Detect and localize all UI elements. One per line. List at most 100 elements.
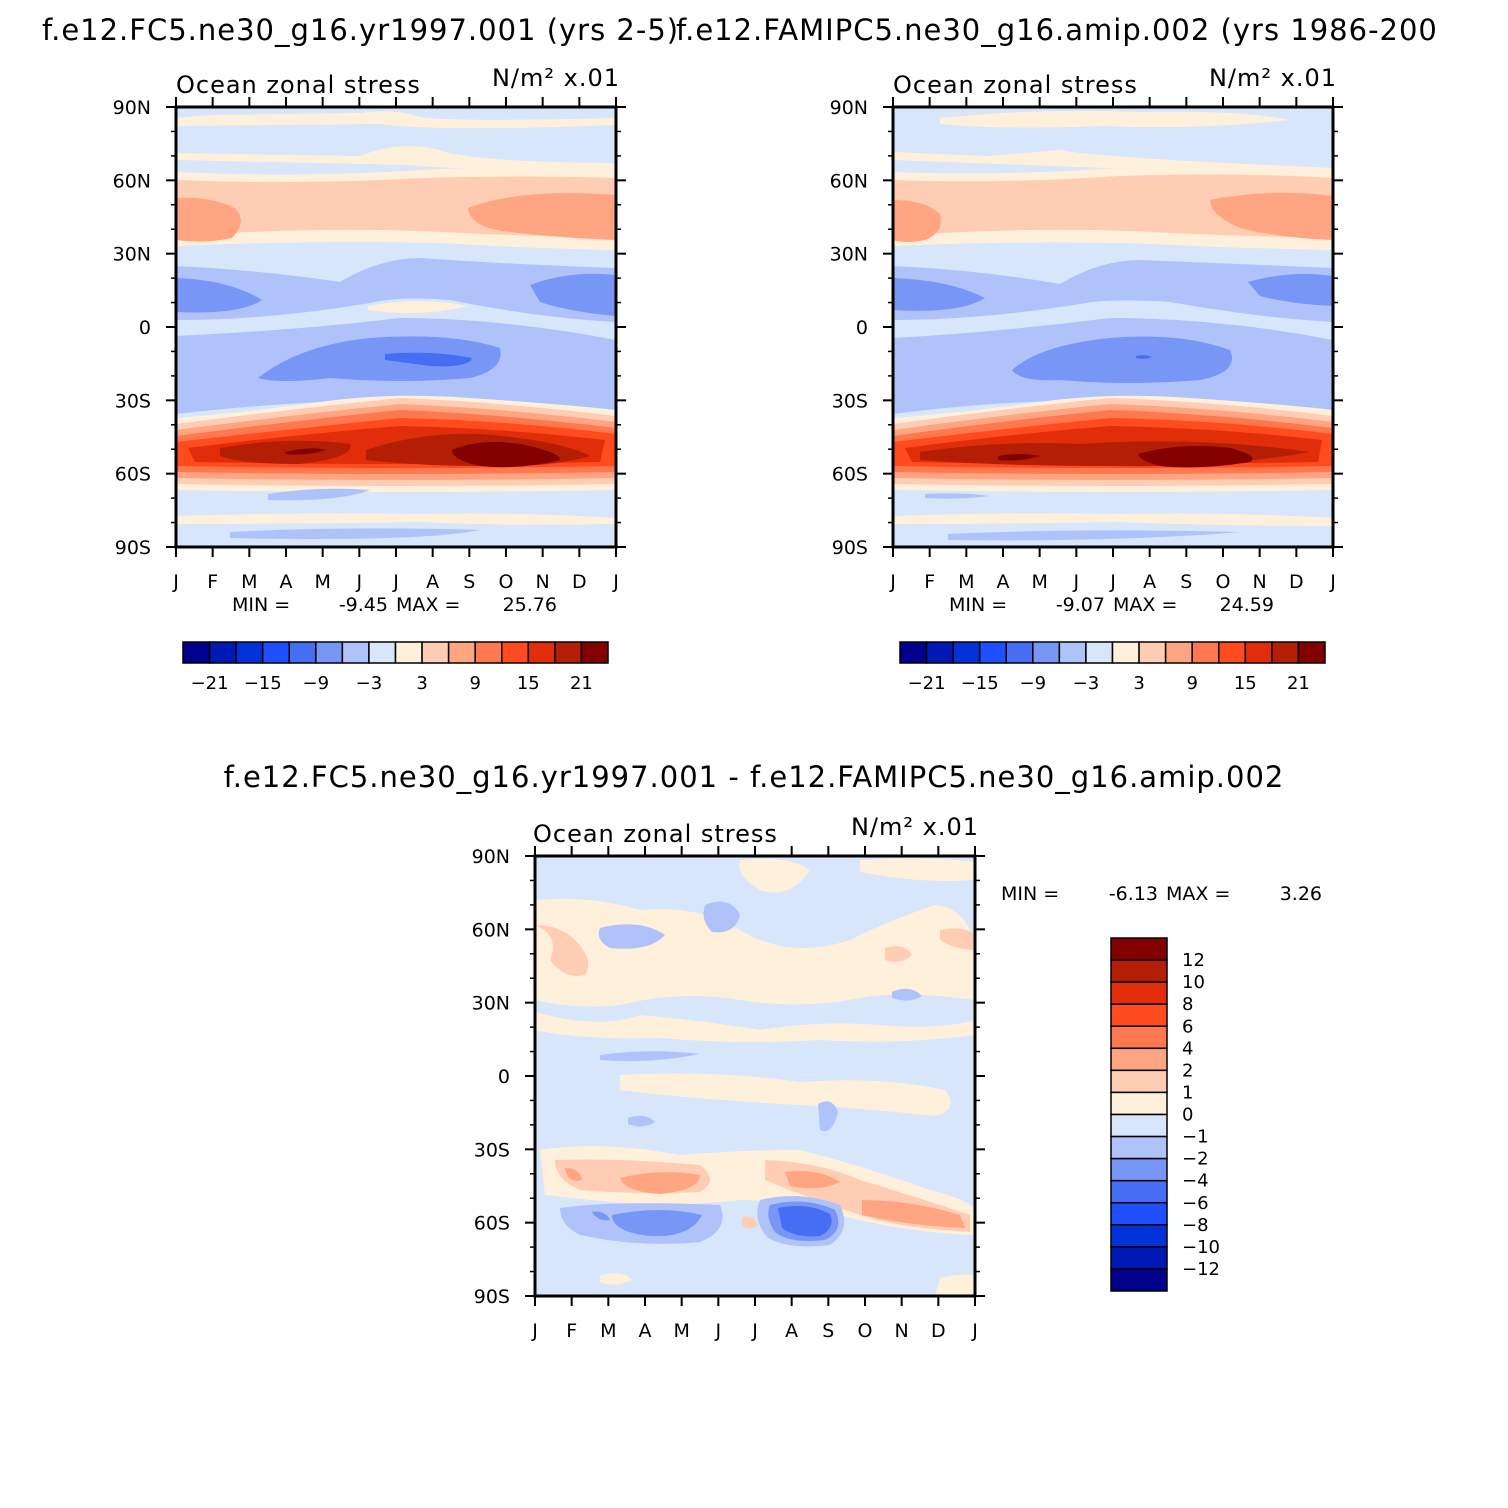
panel1-max-value: 25.76 [503,594,557,616]
panel1-colorbar-label: −9 [303,673,330,694]
panel2-fill-nh-westerlies-jan [893,200,941,242]
panel2-fill-sh-jet-core [1138,446,1253,468]
panel2-colorbar-label: −15 [961,673,999,694]
panel3-fill-sh-negative-band-west-2 [612,1210,702,1237]
panel3-colorbar-label: 6 [1182,1016,1193,1037]
panel-model-famip: f.e12.FAMIPC5.ne30_g16.amip.002 (yrs 198… [676,13,1438,694]
panel1-colorbar-label: 3 [416,673,427,694]
panel1-colorbar-swatch [527,641,556,664]
panel3-ytick-label: 60N [472,919,510,941]
panel1-fill-equatorial-positive [368,301,468,314]
panel3-xtick-label: S [822,1320,834,1342]
panel2-min-label: MIN = [949,594,1007,616]
panel1-colorbar-swatch [474,641,503,664]
panel3-fill-tropical-positive [620,1073,951,1116]
panel3-xtick-label: M [673,1320,689,1342]
panel3-variable-label: Ocean zonal stress [533,820,778,848]
panel3-fill-antarctic-positive [600,1273,632,1285]
panel1-colorbar: −21 −15 −9 −3 3 9 15 21 [182,641,609,694]
panel1-colorbar-swatch [447,641,476,664]
panel2-colorbar-swatch [1058,641,1087,664]
panel2-colorbar-swatch [1138,641,1167,664]
panel2-fill-nh-westerlies-1 [893,174,1333,238]
panel2-ytick-label: 60N [830,170,868,192]
panel3-colorbar-label: 8 [1182,994,1193,1015]
panel1-colorbar-swatch [341,641,370,664]
panel3-colorbar-swatch [1110,959,1168,983]
panel1-xtick-label: J [612,571,619,593]
panel2-xtick-label: J [889,571,896,593]
panel3-min-label: MIN = [1001,883,1059,905]
panel3-xtick-label: N [895,1320,909,1342]
panel3-colorbar-label: 2 [1182,1060,1193,1081]
panel2-xtick-label: F [924,571,935,593]
panel2-colorbar-label: 15 [1234,673,1257,694]
panel2-colorbar-swatch [1218,641,1247,664]
panel3-fill-nh-positive-1c [940,928,975,950]
panel3-fill-nh-positive-1b [885,946,912,963]
panel3-xtick-label: J [971,1320,978,1342]
panel2-ytick-label: 30S [832,390,868,412]
panel3-fill-nh-negative-c [892,988,922,1001]
panel3-fill-antarctic-positive-b [935,1274,975,1296]
panel1-fill-sh-trades-1 [258,336,501,381]
panel3-colorbar-swatch [1110,981,1168,1005]
panel2-xtick-label: A [997,571,1010,593]
panel3-colorbar-label: −6 [1182,1193,1209,1214]
panel3-fill-sh-positive-2a [620,1172,700,1194]
panel1-colorbar-swatch [288,641,317,664]
panel3-colorbar-swatch [1110,1025,1168,1050]
panel1-colorbar-swatch [261,641,290,664]
panel1-xtick-label: M [241,571,257,593]
panel3-fill-sh-positive-2d [565,1168,582,1181]
panel3-colorbar-swatch [1110,937,1168,961]
panel2-colorbar-swatch [1085,641,1114,664]
panel2-colorbar: −21 −15 −9 −3 3 9 15 21 [899,641,1326,694]
panel3-fill-sh-positive-2c [862,1200,965,1228]
panel3-fill-nh-negative-a [598,924,665,949]
panel1-ytick-label: 90N [113,97,151,119]
panel3-colorbar-label: 12 [1182,950,1205,971]
panel3-xtick-label: D [931,1320,946,1342]
panel2-fill-arctic-band [940,110,1290,128]
panel1-colorbar-swatch [421,641,450,664]
panel1-ytick-label: 60N [113,170,151,192]
panel3-fill-sh-positive-jul [742,1216,758,1229]
panel2-colorbar-swatch [925,641,954,664]
panel3-colorbar-label: −2 [1182,1149,1209,1170]
panel-model-fc5: f.e12.FC5.ne30_g16.yr1997.001 (yrs 2-5) … [42,13,679,694]
panel1-max-label: MAX = [396,594,460,616]
panel3-colorbar-label: −4 [1182,1171,1209,1192]
panel1-xtick-label: A [280,571,293,593]
panel2-ytick-label: 60S [832,464,868,486]
panel1-fill-sh-jet-core-b [285,448,326,455]
panel1-colorbar-swatch [315,641,344,664]
panel3-colorbar-swatch [1110,1091,1168,1116]
panel3-xtick-label: J [531,1320,538,1342]
panel3-colorbar-swatch [1110,1224,1168,1248]
panel3-fill-sh-negative-a [628,1115,655,1127]
panel1-xtick-label: A [426,571,439,593]
panel2-xtick-label: D [1289,571,1304,593]
panel2-fill-nh-trades-0 [893,260,1333,322]
panel3-ytick-label: 30N [472,993,510,1015]
panel2-max-label: MAX = [1113,594,1177,616]
panel3-colorbar-swatch [1110,1069,1168,1094]
panel1-fill-nh-trades-0 [176,258,616,322]
panel1-title: f.e12.FC5.ne30_g16.yr1997.001 (yrs 2-5) [42,13,679,47]
panel3-fill-arctic-positive-a [739,858,810,893]
panel1-ytick-label: 90S [115,537,151,559]
panel2-colorbar-label: −21 [908,673,946,694]
panel1-colorbar-label: 21 [570,673,593,694]
panel1-colorbar-label: 9 [469,673,480,694]
panel1-min-label: MIN = [232,594,290,616]
panel1-xtick-label: O [499,571,514,593]
panel2-colorbar-swatch [1297,641,1326,664]
panel2-title: f.e12.FAMIPC5.ne30_g16.amip.002 (yrs 198… [676,13,1438,47]
panel2-colorbar-label: 9 [1186,673,1197,694]
panel3-ytick-label: 0 [498,1066,510,1088]
panel3-ytick-label: 90N [472,846,510,868]
panel1-colorbar-swatch [394,641,423,664]
